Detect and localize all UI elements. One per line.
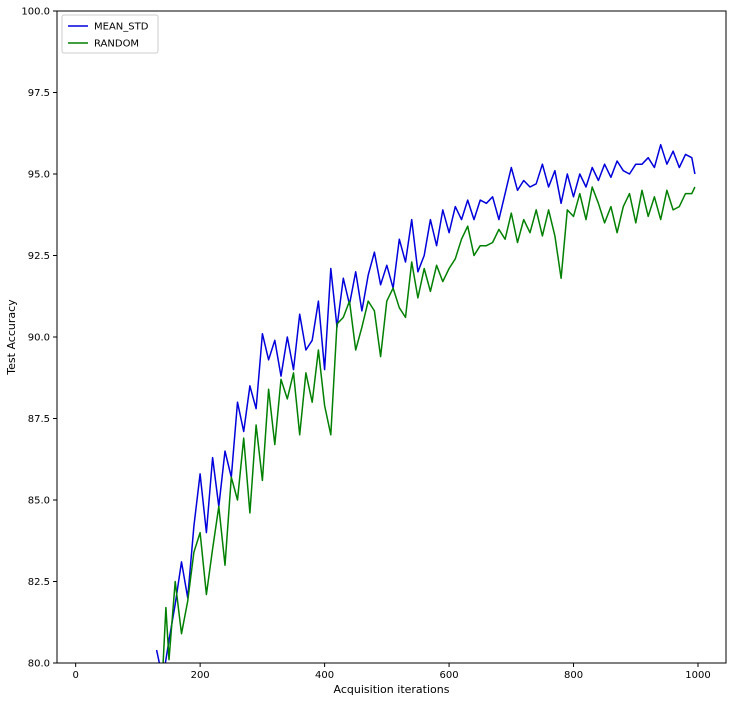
plot-frame bbox=[56, 10, 727, 664]
y-axis-label: Test Accuracy bbox=[5, 299, 18, 376]
legend-label: MEAN_STD bbox=[94, 22, 149, 33]
legend-label: RANDOM bbox=[94, 39, 139, 50]
y-tick-label: 100.0 bbox=[21, 7, 50, 18]
y-axis-ticks: 80.0 82.5 85.0 87.5 90.0 92.5 95.0 97.5 100.0 bbox=[21, 7, 57, 670]
legend: MEAN_STD RANDOM bbox=[61, 14, 159, 54]
y-tick-label: 92.5 bbox=[28, 251, 50, 262]
x-tick-label: 800 bbox=[564, 670, 583, 681]
plot-area bbox=[56, 10, 727, 664]
x-axis-ticks: 0 200 400 600 800 1000 bbox=[72, 663, 711, 681]
series-layer bbox=[155, 143, 696, 663]
x-tick-label: 1000 bbox=[685, 670, 710, 681]
y-tick-label: 85.0 bbox=[28, 496, 50, 507]
y-tick-label: 82.5 bbox=[28, 577, 50, 588]
series-line-mean-std bbox=[155, 143, 696, 663]
y-tick-label: 87.5 bbox=[28, 414, 50, 425]
y-tick-label: 97.5 bbox=[28, 88, 50, 99]
x-tick-label: 200 bbox=[191, 670, 210, 681]
y-tick-label: 90.0 bbox=[28, 333, 50, 344]
y-tick-label: 80.0 bbox=[28, 659, 50, 670]
x-axis-label: Acquisition iterations bbox=[334, 683, 450, 696]
x-tick-label: 400 bbox=[315, 670, 334, 681]
series-line-random bbox=[162, 186, 696, 663]
x-tick-label: 600 bbox=[440, 670, 459, 681]
x-tick-label: 0 bbox=[72, 670, 78, 681]
y-tick-label: 95.0 bbox=[28, 170, 50, 181]
